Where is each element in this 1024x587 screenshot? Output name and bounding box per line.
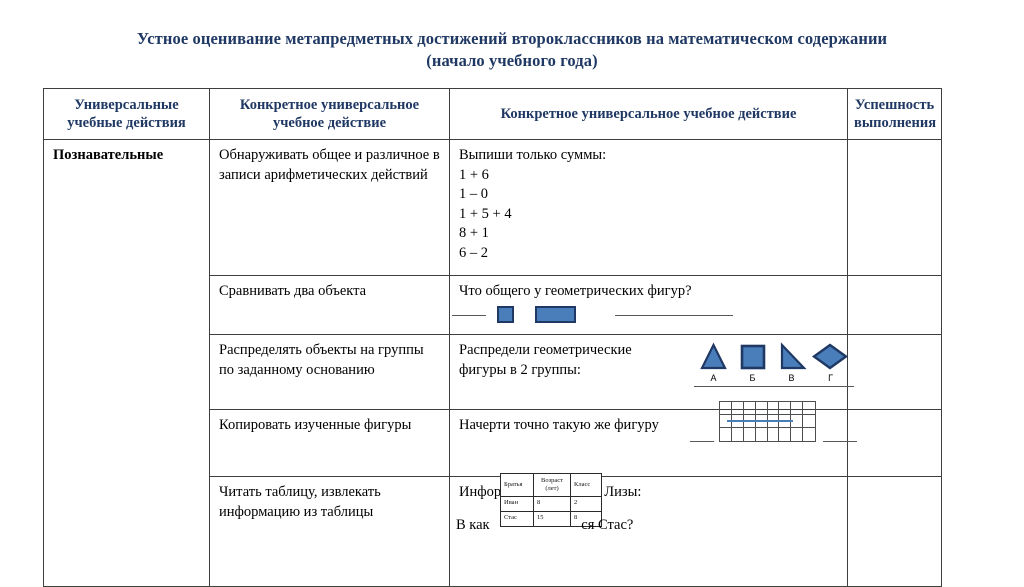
page-title-line-2: (начало учебного года)	[426, 51, 598, 70]
success-cell-4[interactable]	[847, 409, 942, 477]
mini-cell-age: 15	[533, 511, 571, 527]
assessment-table: Универсальные учебные действия Конкретно…	[43, 88, 942, 587]
expression-item: 1 – 0	[459, 186, 488, 202]
page-title-line-1: Устное оценивание метапредметных достиже…	[136, 29, 888, 48]
mini-cell-class: 2	[570, 496, 602, 512]
column-header-specific-action-line-1: Конкретное универсальное	[239, 97, 420, 113]
column-header-uud-line-1: Универсальные	[74, 97, 179, 113]
question-suffix: ся Стас?	[581, 517, 634, 533]
geometric-shapes-group: А Б В Г	[694, 340, 850, 388]
mini-header-age-line-1: Возраст	[540, 477, 563, 484]
column-header-success: Успешность выполнения	[847, 88, 942, 140]
column-header-specific-action-line-2: учебное действие	[272, 115, 387, 131]
mini-cell-class: 8	[570, 511, 602, 527]
column-header-task: Конкретное универсальное учебное действи…	[449, 88, 848, 140]
action-cell-1: Обнаруживать общее и различное в записи …	[209, 139, 450, 276]
column-header-specific-action: Конкретное универсальное учебное действи…	[209, 88, 450, 140]
square-icon	[740, 344, 766, 370]
shape-labels: А Б В Г	[694, 373, 850, 383]
expression-list: 1 + 6 1 – 0 1 + 5 + 4 8 + 1 6 – 2	[459, 166, 839, 264]
task-title-2: Что общего у геометрических фигур?	[459, 283, 692, 299]
mini-header-age-line-2: (лет)	[545, 485, 559, 492]
mini-table-row: Стас 15 8	[500, 511, 602, 527]
task-cell-4: Начерти точно такую же фигуру	[449, 409, 848, 477]
mini-table-header-row: Братья Возраст (лет) Класс	[500, 473, 602, 497]
expression-item: 6 – 2	[459, 244, 488, 261]
task-title-4: Начерти точно такую же фигуру	[459, 417, 659, 433]
question-prefix: В как	[456, 517, 489, 533]
shape-label-v: В	[788, 373, 795, 383]
mini-table-row: Иван 8 2	[500, 496, 602, 512]
task-cell-1: Выпиши только суммы: 1 + 6 1 – 0 1 + 5 +…	[449, 139, 848, 276]
table-row: Копировать изученные фигуры Начерти точн…	[44, 409, 942, 477]
table-header-row: Универсальные учебные действия Конкретно…	[43, 88, 942, 140]
mini-header-class: Класс	[570, 473, 602, 497]
column-header-uud: Универсальные учебные действия	[43, 88, 210, 140]
success-cell-2[interactable]	[847, 275, 942, 335]
mini-header-brothers: Братья	[500, 473, 534, 497]
expression-item: 1 + 6	[459, 166, 489, 183]
shape-label-g: Г	[828, 373, 833, 383]
column-header-task-line-1: Конкретное универсальное учебное действи…	[500, 106, 797, 122]
expression-item: 1 + 5 + 4	[459, 205, 512, 222]
table-row: Сравнивать два объекта Что общего у геом…	[44, 275, 942, 335]
action-cell-4: Копировать изученные фигуры	[209, 409, 450, 477]
task-title-1: Выпиши только суммы:	[459, 147, 607, 163]
column-header-success-line-2: выполнения	[854, 115, 937, 131]
mini-cell-age: 8	[533, 496, 571, 512]
table-row: Познавательные Обнаруживать общее и разл…	[43, 139, 942, 587]
action-cell-5: Читать таблицу, извлекать информацию из …	[209, 476, 450, 587]
mini-header-age: Возраст (лет)	[533, 473, 571, 497]
action-cell-3: Распределять объекты на группы по заданн…	[209, 334, 450, 410]
page-title: Устное оценивание метапредметных достиже…	[0, 28, 1024, 72]
success-cell-3[interactable]	[847, 334, 942, 410]
question-text-row-5: В каком классе учится Стас?	[456, 516, 633, 536]
column-header-success-line-1: Успешность	[854, 97, 935, 113]
task-cell-3: Распредели геометрические фигуры в 2 гру…	[449, 334, 848, 410]
brothers-info-table: Братья Возраст (лет) Класс Иван 8 2 Стас…	[500, 473, 602, 527]
shape-label-b: Б	[749, 373, 756, 383]
right-triangle-icon	[780, 342, 807, 370]
task-cell-2: Что общего у геометрических фигур?	[449, 275, 848, 335]
shape-label-a: А	[710, 373, 717, 383]
mini-cell-name: Иван	[500, 496, 534, 512]
task-title-3b: фигуры в 2 группы:	[459, 361, 581, 378]
task-title-3: Распредели геометрические	[459, 342, 632, 358]
table-row: Распределять объекты на группы по заданн…	[44, 334, 942, 410]
column-header-uud-line-2: учебные действия	[67, 115, 186, 131]
category-cell-cognitive: Познавательные	[43, 139, 210, 587]
rhombus-icon	[811, 343, 849, 370]
action-cell-2: Сравнивать два объекта	[209, 275, 450, 335]
success-cell-5[interactable]	[847, 476, 942, 587]
triangle-icon	[700, 342, 727, 370]
expression-item: 8 + 1	[459, 225, 489, 241]
shapes-svg	[700, 342, 849, 370]
success-cell-1[interactable]	[847, 139, 942, 276]
mini-cell-name: Стас	[500, 511, 534, 527]
